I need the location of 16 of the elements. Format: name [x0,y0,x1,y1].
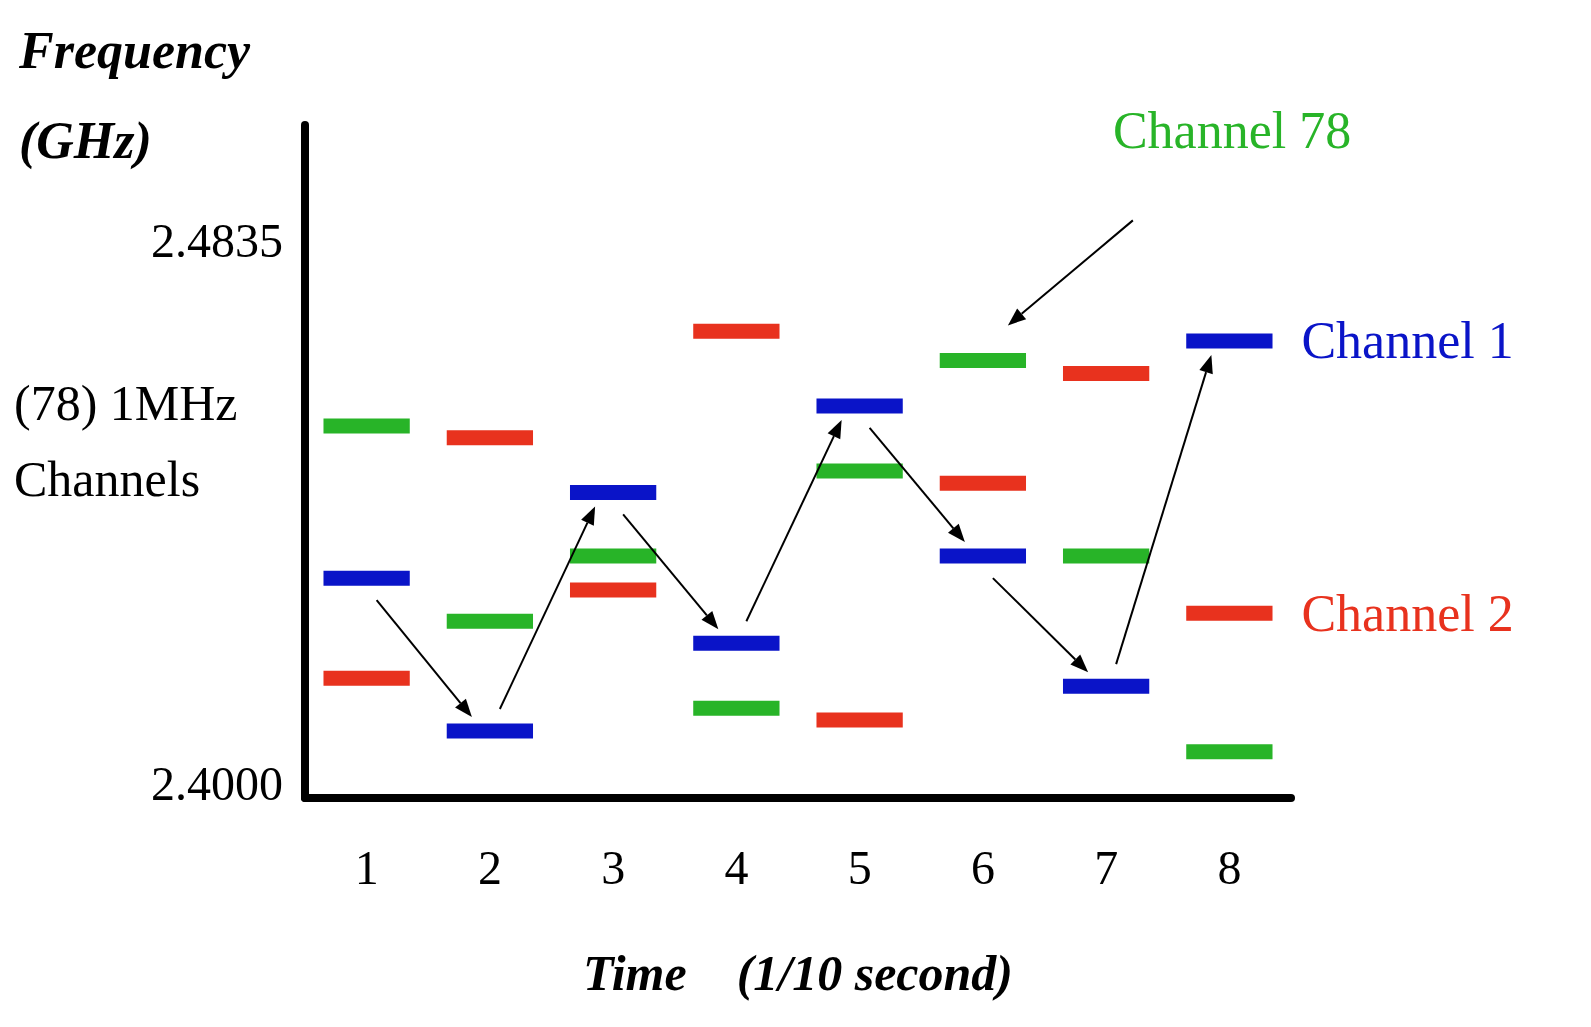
y-tick-label: 2.4835 [151,213,283,267]
x-tick-label: 1 [354,840,379,894]
series-label: Channel 1 [1301,312,1514,370]
y-tick-label: 2.4000 [151,756,283,810]
x-tick-label: 3 [601,840,626,894]
x-tick-label: 8 [1217,840,1242,894]
y-axis-title: Frequency (GHz) [18,21,264,170]
x-tick-label: 4 [724,840,749,894]
x-tick-label: 6 [970,840,995,894]
text: (78) 1MHz Channels [14,375,251,507]
x-tick-label: 7 [1094,840,1119,894]
text: Channel 78 [1112,101,1352,159]
x-tick-label: 5 [847,840,872,894]
x-axis-title: Time (1/10 second) [582,945,1014,1001]
series-label: Channel 2 [1301,584,1514,642]
x-tick-label: 2 [477,840,502,894]
